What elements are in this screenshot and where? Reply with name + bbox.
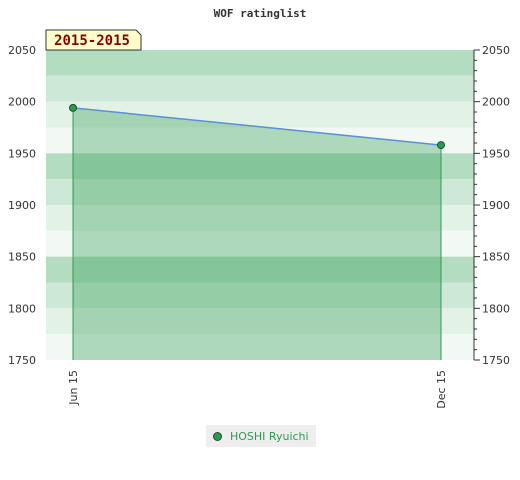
y-tick-label-right: 1800 [482, 302, 510, 315]
plot-band [46, 127, 474, 154]
y-tick-label-right: 1850 [482, 251, 510, 264]
plot-band [46, 282, 474, 309]
y-tick-label-left: 1850 [8, 251, 36, 264]
y-tick-label-right: 1750 [482, 354, 510, 367]
chart-title: WOF ratinglist [214, 7, 307, 20]
y-tick-label-right: 1950 [482, 147, 510, 160]
legend-label: HOSHI Ryuichi [230, 429, 309, 443]
plot-band [46, 256, 474, 283]
y-tick-label-right: 2000 [482, 96, 510, 109]
plot-band [46, 205, 474, 231]
y-tick-label-left: 1900 [8, 199, 36, 212]
plot-band [46, 101, 474, 128]
series-area [73, 107, 441, 360]
period-badge-label: 2015-2015 [54, 33, 130, 49]
plot-band [46, 153, 474, 180]
data-point [437, 141, 445, 150]
y-tick-label-left: 2000 [8, 96, 36, 109]
x-tick-label: Jun 15 [67, 370, 80, 406]
plot-band [46, 179, 474, 205]
y-tick-label-right: 1900 [482, 199, 510, 212]
legend-marker [213, 431, 222, 441]
plot-band [46, 230, 474, 257]
y-tick-label-left: 1750 [8, 354, 36, 367]
plot-band [46, 75, 474, 102]
y-tick-label-left: 1950 [8, 147, 36, 160]
data-point [69, 103, 77, 112]
period-badge-box [45, 29, 142, 51]
legend[interactable]: HOSHI Ryuichi [206, 425, 316, 447]
plot-background [46, 50, 474, 360]
plot-band [46, 308, 474, 335]
plot-band [46, 334, 474, 360]
period-badge: 2015-2015 [45, 29, 142, 51]
y-axis-left: 1750 1800 1850 1900 1950 2000 2050 [8, 44, 36, 367]
area-layer [69, 103, 445, 360]
y-tick-label-left: 2050 [8, 44, 36, 57]
x-tick-label: Dec 15 [435, 370, 448, 409]
y-axis-right: 1750 1800 1850 1900 1950 2000 2050 [473, 44, 510, 367]
plot-band [46, 50, 474, 76]
series-line [72, 107, 442, 146]
y-tick-label-right: 2050 [482, 44, 510, 57]
y-tick-label-left: 1800 [8, 302, 36, 315]
x-axis: Jun 15 Dec 15 [67, 370, 448, 409]
